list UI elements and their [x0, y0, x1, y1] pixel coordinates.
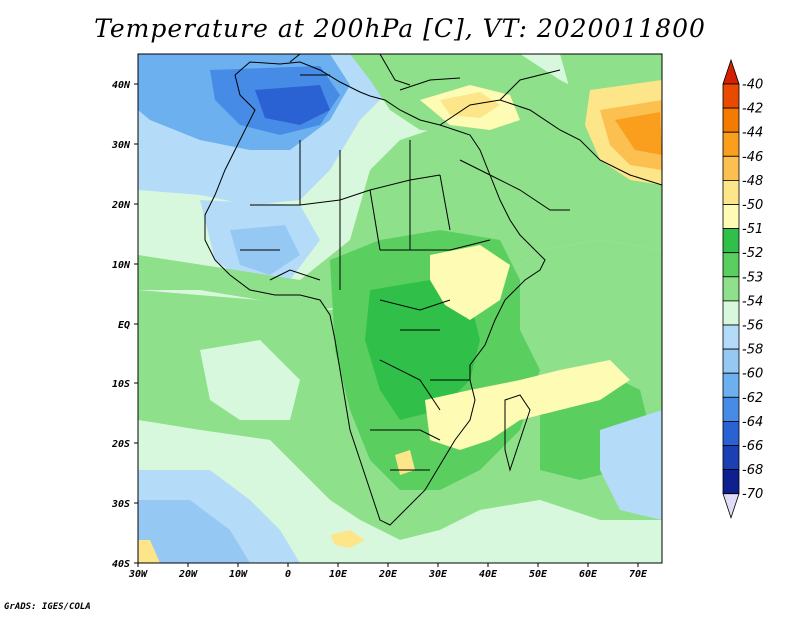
colorbar-under-triangle	[722, 493, 740, 519]
colorbar-over-triangle	[722, 58, 740, 85]
colorbar-level-label: -62	[742, 391, 763, 406]
colorbar-level-label: -56	[742, 319, 763, 334]
colorbar-band	[722, 179, 740, 205]
lat-label: 30S	[111, 499, 130, 510]
colorbar-level-label: -60	[742, 367, 763, 382]
colorbar-level-label: -53	[742, 270, 763, 285]
lon-label: 10E	[329, 569, 348, 580]
colorbar-band	[722, 252, 740, 278]
colorbar-band	[722, 396, 740, 422]
lat-label: 40S	[112, 559, 130, 570]
colorbar-level-label: -42	[742, 102, 763, 117]
axis-ticks	[134, 83, 639, 567]
colorbar-level-label: -50	[742, 198, 763, 213]
lon-label: 60E	[579, 569, 598, 580]
map-title: Temperature at 200hPa [C], VT: 202001180…	[94, 14, 706, 43]
lon-label: 10W	[229, 569, 248, 580]
lat-label: 10N	[112, 260, 131, 271]
lon-labels: 30W 20W 10W 0 10E 20E 30E 40E 50E 60E 70…	[128, 569, 648, 580]
temperature-field	[138, 54, 662, 563]
colorbar-band	[722, 228, 740, 254]
lon-label: 30W	[128, 569, 148, 580]
colorbar-level-label: -68	[742, 463, 763, 478]
colorbar-level-label: -54	[742, 294, 763, 309]
lat-label: 30N	[111, 140, 131, 151]
colorbar-band	[722, 372, 740, 398]
colorbar-level-label: -44	[742, 126, 763, 141]
colorbar-band	[722, 204, 740, 230]
lat-label: 40N	[112, 80, 131, 91]
colorbar-level-label: -64	[742, 415, 763, 430]
colorbar-band	[722, 348, 740, 374]
lat-label: 20N	[111, 200, 131, 211]
colorbar: -40 -42 -44 -46 -48 -50 -51 -52 -53 -54 -56 -58 -60 -…	[722, 58, 763, 519]
colorbar-level-label: -70	[742, 487, 763, 502]
colorbar-band	[722, 469, 740, 495]
colorbar-level-label: -48	[742, 174, 763, 189]
colorbar-band	[722, 276, 740, 302]
colorbar-band	[722, 420, 740, 446]
colorbar-band	[722, 155, 740, 181]
lon-label: 40E	[479, 569, 498, 580]
colorbar-band	[722, 131, 740, 157]
footer-credit: GrADS: IGES/COLA	[4, 602, 91, 612]
lat-label: 10S	[112, 379, 130, 390]
colorbar-level-label: -66	[742, 439, 763, 454]
lon-label: 50E	[529, 569, 548, 580]
colorbar-level-label: -52	[742, 246, 763, 261]
coastlines	[204, 54, 662, 526]
plot-frame	[137, 53, 663, 564]
lon-label: 30E	[428, 569, 448, 580]
lat-labels: 40S 30S 20S 10S EQ 10N 20N 30N 40N	[111, 80, 131, 570]
lon-label: 0	[285, 569, 291, 580]
colorbar-band	[722, 300, 740, 326]
lat-label: EQ	[118, 320, 130, 331]
colorbar-band	[722, 83, 740, 109]
colorbar-level-label: -46	[742, 150, 763, 165]
colorbar-level-label: -51	[742, 222, 763, 237]
colorbar-level-label: -58	[742, 343, 763, 358]
colorbar-band	[722, 107, 740, 133]
lon-label: 70E	[629, 569, 648, 580]
lon-label: 20E	[378, 569, 398, 580]
colorbar-band	[722, 445, 740, 471]
colorbar-level-label: -40	[742, 78, 763, 93]
lon-label: 20W	[178, 569, 198, 580]
colorbar-band	[722, 324, 740, 350]
lat-label: 20S	[111, 439, 130, 450]
